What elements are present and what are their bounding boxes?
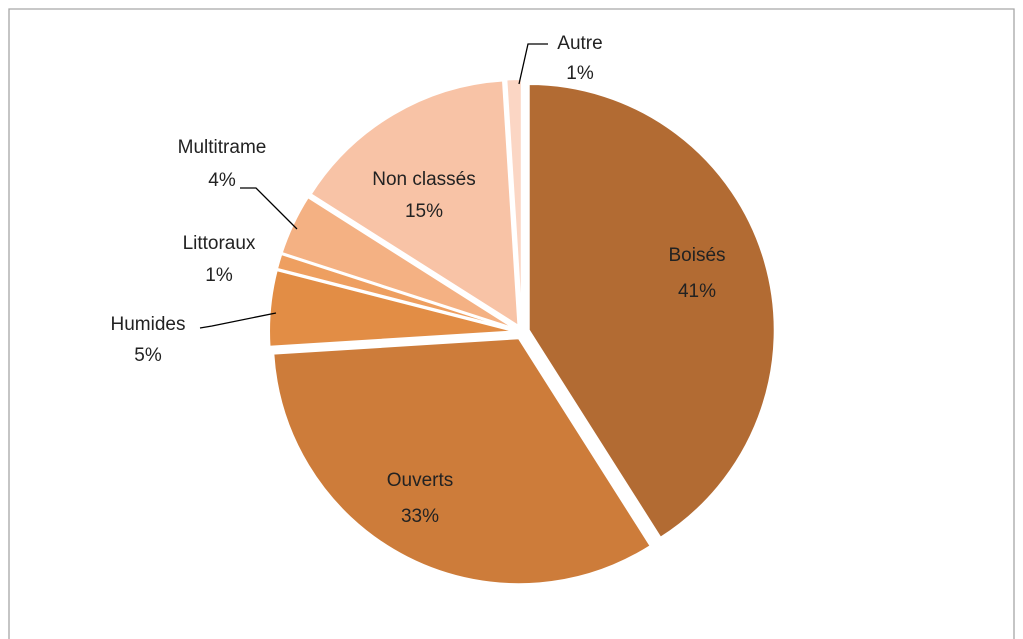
pie-slice <box>309 79 520 328</box>
leader-line <box>518 43 548 85</box>
slice-value-label: 15% <box>405 201 443 222</box>
slice-value-label: 33% <box>401 506 439 527</box>
slice-label: Autre <box>557 33 602 54</box>
slice-value-label: 41% <box>678 281 716 302</box>
leader-line <box>199 312 277 329</box>
pie-slice <box>268 268 516 348</box>
slice-label: Boisés <box>668 245 725 266</box>
slice-label: Humides <box>111 314 186 335</box>
pie-slice <box>527 83 776 540</box>
slice-label: Ouverts <box>387 470 454 491</box>
pie-slice <box>275 252 516 332</box>
leader-line <box>240 187 298 230</box>
pie-slice <box>272 337 653 586</box>
slice-value-label: 1% <box>205 265 233 286</box>
slice-value-label: 5% <box>134 345 162 366</box>
chart-frame <box>8 8 1015 639</box>
slice-label: Multitrame <box>178 137 267 158</box>
slice-label: Littoraux <box>183 233 256 254</box>
pie-slice <box>505 78 523 326</box>
slice-value-label: 1% <box>566 63 594 84</box>
slice-value-label: 4% <box>208 170 236 191</box>
slice-label: Non classés <box>372 169 476 190</box>
